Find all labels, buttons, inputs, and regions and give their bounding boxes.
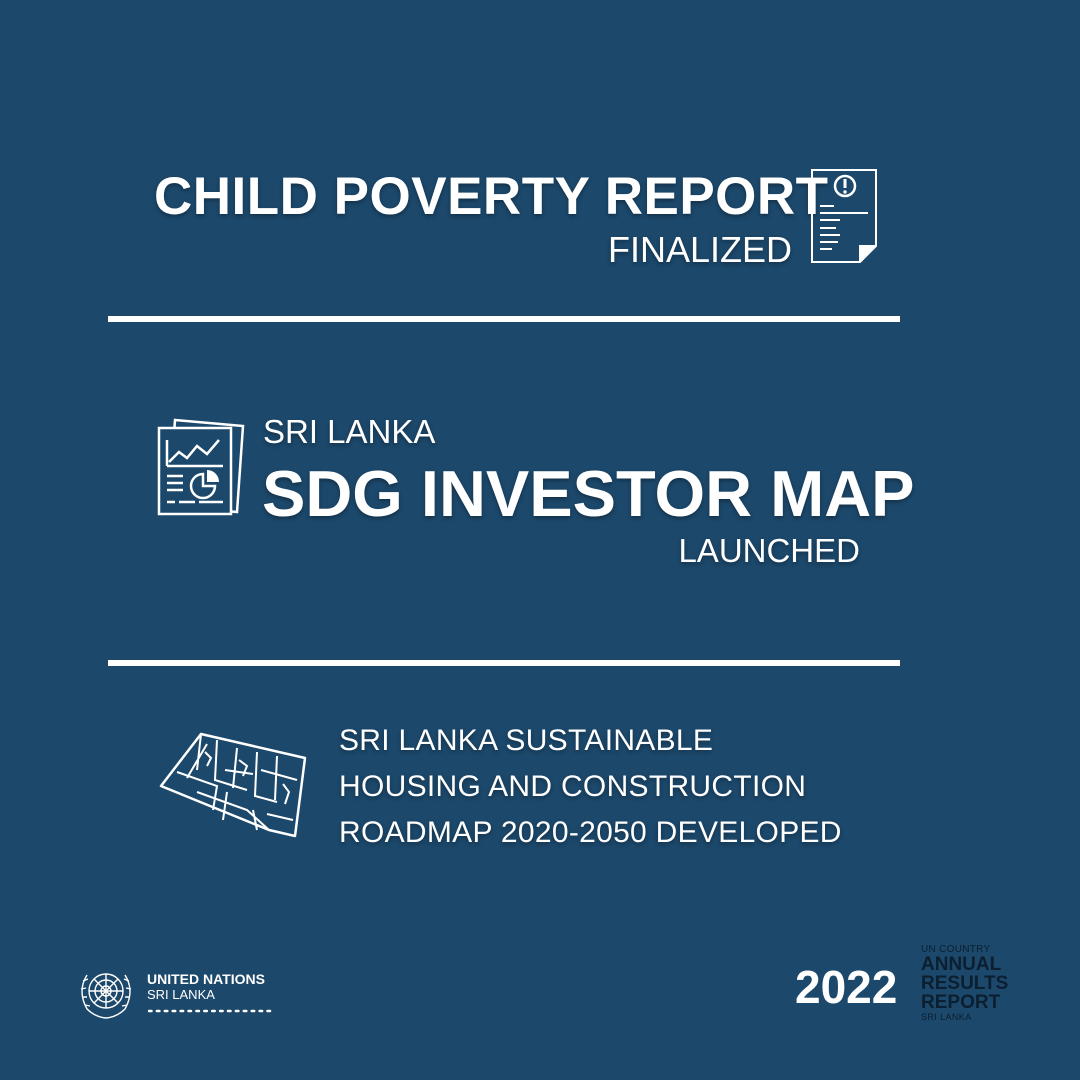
sdg-investor-map-status: LAUNCHED — [678, 532, 860, 569]
un-emblem-icon — [80, 973, 132, 1019]
analytics-documents-icon — [157, 418, 245, 516]
housing-roadmap-text: SRI LANKA SUSTAINABLE HOUSING AND CONSTR… — [339, 718, 842, 856]
child-poverty-report-title: CHILD POVERTY REPORT — [154, 167, 829, 226]
report-sub-label: SRI LANKA — [921, 1012, 972, 1022]
dotted-divider — [148, 1009, 276, 1013]
annual-results-report-label: UN COUNTRY ANNUAL RESULTS REPORT SRI LAN… — [921, 944, 1008, 1022]
section-divider-2 — [108, 660, 900, 666]
section-divider-1 — [108, 316, 900, 322]
sdg-investor-map-title: SDG INVESTOR MAP — [262, 457, 915, 530]
report-year: 2022 — [795, 961, 898, 1013]
city-map-icon — [159, 732, 307, 838]
housing-roadmap-line-2: HOUSING AND CONSTRUCTION — [339, 770, 807, 803]
report-line-report: REPORT — [921, 992, 1001, 1013]
report-line-annual: ANNUAL — [921, 954, 1002, 975]
housing-roadmap-line-3: ROADMAP 2020-2050 DEVELOPED — [339, 816, 842, 849]
child-poverty-report-status: FINALIZED — [607, 229, 792, 270]
report-line-results: RESULTS — [921, 973, 1009, 994]
un-org-name: UNITED NATIONS — [147, 971, 265, 987]
report-document-alert-icon — [811, 169, 877, 263]
report-super-label: UN COUNTRY — [921, 944, 991, 955]
sdg-map-pretitle: SRI LANKA — [263, 413, 436, 450]
housing-roadmap-line-1: SRI LANKA SUSTAINABLE — [339, 724, 714, 757]
un-org-country: SRI LANKA — [147, 987, 215, 1002]
